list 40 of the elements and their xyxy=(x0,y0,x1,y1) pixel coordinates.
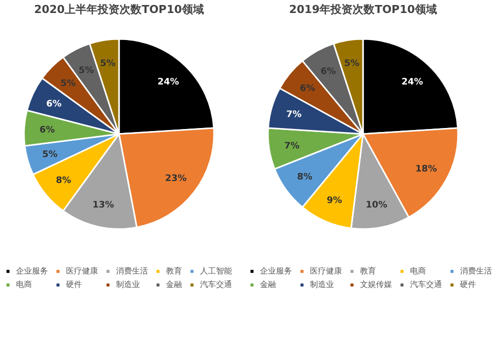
data-label: 8% xyxy=(56,176,72,186)
legend-label: 电商 xyxy=(16,280,32,289)
legend-label: 汽车交通 xyxy=(200,280,232,289)
data-label: 18% xyxy=(415,164,437,175)
legend-label: 教育 xyxy=(166,266,182,276)
data-label: 23% xyxy=(165,174,187,184)
data-label: 24% xyxy=(158,78,180,88)
legend-label: 文娱传媒 xyxy=(360,280,392,289)
data-label: 6% xyxy=(40,125,55,136)
legend-label: 消费生活 xyxy=(116,266,148,276)
data-label: 5% xyxy=(100,58,116,69)
data-label: 6% xyxy=(300,84,316,94)
legend-label: 企业服务 xyxy=(260,266,292,276)
chart-title: 2020上半年投资次数TOP10领域 xyxy=(34,3,204,16)
data-label: 5% xyxy=(344,58,360,69)
legend-label: 医疗健康 xyxy=(310,266,342,276)
data-label: 24% xyxy=(402,78,424,88)
chart-title: 2019年投资次数TOP10领域 xyxy=(289,3,437,16)
legend-label: 制造业 xyxy=(310,280,334,289)
legend-label: 人工智能 xyxy=(200,266,232,276)
data-label: 10% xyxy=(366,200,388,211)
data-label: 8% xyxy=(297,172,312,182)
legend-label: 制造业 xyxy=(116,280,140,289)
legend-label: 汽车交通 xyxy=(410,280,442,289)
legend-label: 金融 xyxy=(260,280,276,289)
legend-label: 电商 xyxy=(410,266,426,276)
data-label: 6% xyxy=(46,99,62,110)
legend-label: 企业服务 xyxy=(16,266,48,276)
data-label: 5% xyxy=(42,150,58,160)
data-label: 13% xyxy=(92,200,114,210)
data-label: 7% xyxy=(284,141,300,152)
data-label: 9% xyxy=(326,196,342,206)
data-label: 7% xyxy=(286,110,302,120)
legend-label: 消费生活 xyxy=(460,266,492,276)
legend-label: 硬件 xyxy=(66,280,82,289)
legend-label: 硬件 xyxy=(460,280,476,289)
legend-label: 教育 xyxy=(360,266,376,276)
legend-label: 金融 xyxy=(166,280,182,289)
legend-label: 医疗健康 xyxy=(66,266,98,276)
data-label: 5% xyxy=(60,79,76,90)
